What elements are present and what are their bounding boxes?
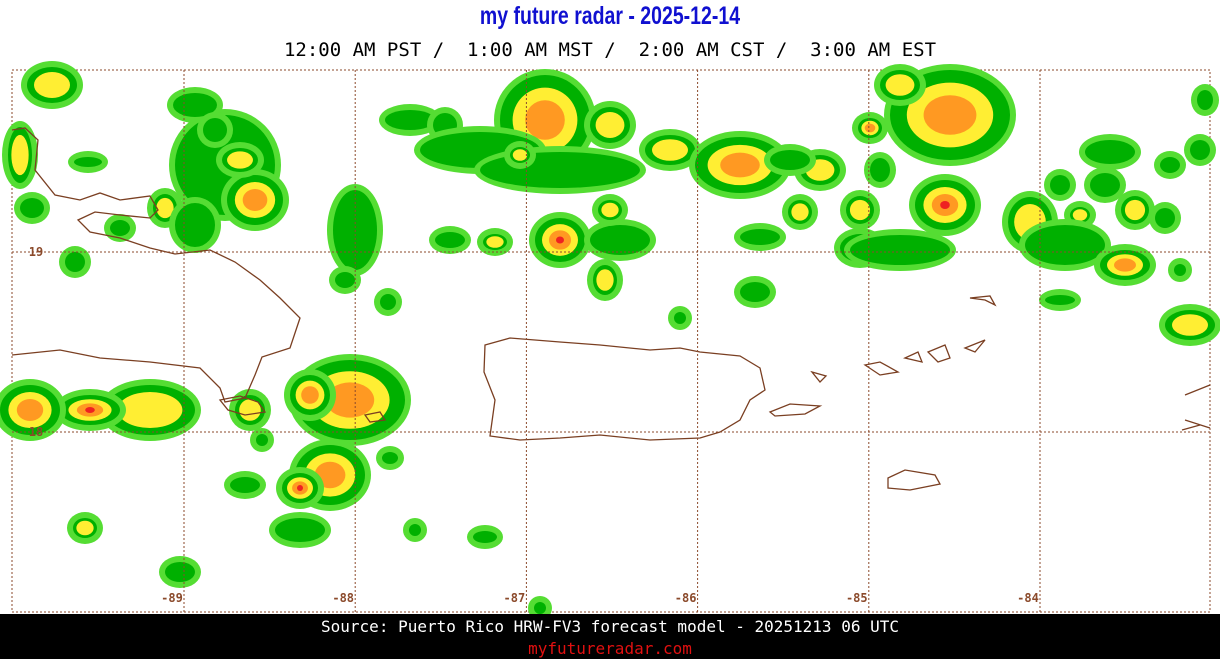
echo (923, 95, 977, 135)
echo (870, 158, 890, 182)
echo (435, 232, 465, 248)
echo (227, 151, 253, 169)
echo (1160, 157, 1180, 173)
echo (1050, 175, 1070, 195)
echo (1090, 173, 1120, 197)
echo (385, 110, 435, 130)
echo (556, 236, 564, 244)
radar-echoes (0, 61, 1220, 614)
echo (590, 225, 650, 255)
echo (380, 294, 396, 310)
echo (297, 485, 303, 491)
echo (1072, 209, 1088, 221)
echo (156, 197, 174, 219)
echo (230, 477, 260, 493)
echo (409, 524, 421, 536)
echo (20, 198, 44, 218)
echo (76, 520, 94, 536)
echo (275, 518, 325, 542)
map: -89 -88 -87 -86 -85 -84 19 18 (0, 61, 1220, 614)
graticule: -89 -88 -87 -86 -85 -84 19 18 (12, 70, 1210, 612)
echo (335, 272, 355, 288)
echo (65, 252, 85, 272)
lon-label: -84 (1017, 591, 1039, 605)
echo (11, 134, 29, 176)
echo (16, 399, 44, 421)
echo (1172, 314, 1208, 336)
subtitle: 12:00 AM PST / 1:00 AM MST / 2:00 AM CST… (283, 39, 937, 61)
echo (525, 100, 565, 140)
echo (74, 157, 102, 167)
source: Source: Puerto Rico HRW-FV3 forecast mod… (321, 617, 899, 636)
site-link[interactable]: myfutureradar.com (528, 639, 692, 658)
echo (325, 382, 375, 418)
echo (601, 202, 619, 218)
lat-label: 18 (29, 425, 43, 439)
echo (203, 118, 227, 142)
echo (720, 152, 760, 178)
lon-label: -86 (675, 591, 697, 605)
echo (595, 112, 625, 138)
echo (652, 139, 688, 161)
echo (740, 229, 780, 245)
echo (1174, 264, 1186, 276)
echo (770, 150, 810, 170)
echo (940, 201, 950, 209)
echo (791, 203, 809, 221)
echo (674, 312, 686, 324)
echo (885, 74, 915, 96)
echo (175, 203, 215, 247)
echo (473, 531, 497, 543)
lon-label: -88 (332, 591, 354, 605)
echo (849, 199, 871, 221)
footer: Source: Puerto Rico HRW-FV3 forecast mod… (0, 614, 1220, 659)
title: my future radar - 2025-12-14 (479, 2, 741, 30)
echo (480, 152, 640, 188)
echo (382, 452, 398, 464)
coastlines (11, 127, 1211, 491)
echo (596, 269, 614, 291)
echo (1025, 225, 1105, 265)
echo (512, 149, 528, 161)
echo (117, 392, 183, 428)
lon-label: -85 (846, 591, 868, 605)
echo (850, 235, 950, 265)
echo (85, 407, 95, 413)
echo (301, 386, 319, 404)
echo (110, 220, 130, 236)
lon-label: -87 (504, 591, 526, 605)
echo (165, 562, 195, 582)
echo (864, 123, 876, 133)
echo (1085, 140, 1135, 164)
echo (740, 282, 770, 302)
lon-label: -89 (161, 591, 183, 605)
echo (1155, 208, 1175, 228)
echo (1190, 140, 1210, 160)
echo (1124, 199, 1146, 221)
lat-label: 19 (29, 245, 43, 259)
echo (242, 189, 268, 211)
echo (34, 72, 70, 98)
echo (534, 602, 546, 614)
echo (256, 434, 268, 446)
echo (1114, 258, 1136, 272)
echo (486, 236, 504, 248)
echo (1045, 295, 1075, 305)
echo (1197, 90, 1213, 110)
